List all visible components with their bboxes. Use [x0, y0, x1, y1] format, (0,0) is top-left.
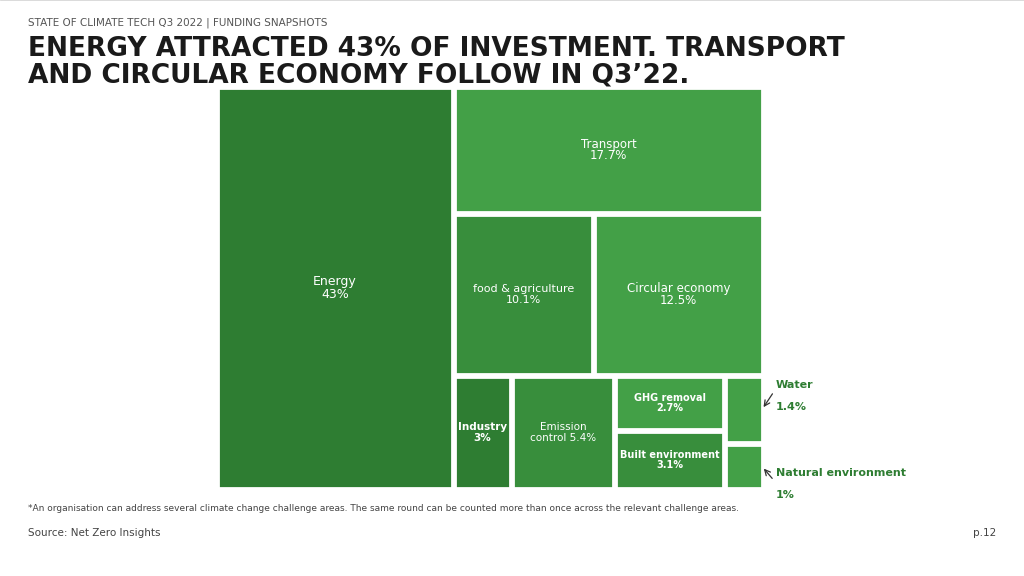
Text: control 5.4%: control 5.4% — [530, 433, 596, 443]
Bar — [726, 377, 762, 442]
Text: Circular economy: Circular economy — [627, 282, 730, 295]
Text: Natural environment: Natural environment — [776, 468, 906, 479]
Bar — [616, 377, 723, 429]
Text: STATE OF CLIMATE TECH Q3 2022 | FUNDING SNAPSHOTS: STATE OF CLIMATE TECH Q3 2022 | FUNDING … — [28, 18, 328, 28]
Text: 2.7%: 2.7% — [656, 403, 683, 413]
Bar — [616, 432, 723, 488]
Text: 1.4%: 1.4% — [776, 401, 807, 411]
Text: food & agriculture: food & agriculture — [473, 284, 574, 294]
Text: Source: Net Zero Insights: Source: Net Zero Insights — [28, 528, 161, 538]
Bar — [455, 88, 762, 212]
Text: ENERGY ATTRACTED 43% OF INVESTMENT. TRANSPORT: ENERGY ATTRACTED 43% OF INVESTMENT. TRAN… — [28, 36, 845, 62]
Text: 3%: 3% — [474, 433, 492, 443]
Bar — [726, 445, 762, 488]
Bar — [513, 377, 613, 488]
Text: Built environment: Built environment — [620, 450, 719, 460]
Text: 10.1%: 10.1% — [506, 295, 541, 305]
Text: Transport: Transport — [581, 138, 636, 150]
Text: Industry: Industry — [458, 422, 507, 432]
Text: *An organisation can address several climate change challenge areas. The same ro: *An organisation can address several cli… — [28, 504, 739, 513]
Text: 3.1%: 3.1% — [656, 460, 683, 470]
Text: 1%: 1% — [776, 491, 795, 501]
Bar — [455, 377, 510, 488]
Bar — [218, 88, 452, 488]
Text: AND CIRCULAR ECONOMY FOLLOW IN Q3’22.: AND CIRCULAR ECONOMY FOLLOW IN Q3’22. — [28, 62, 689, 88]
Bar — [595, 215, 762, 374]
Text: 43%: 43% — [322, 288, 349, 301]
Text: GHG removal: GHG removal — [634, 393, 706, 403]
Text: Emission: Emission — [540, 422, 587, 432]
Text: Energy: Energy — [313, 275, 357, 288]
Text: Water: Water — [776, 380, 814, 389]
Text: 17.7%: 17.7% — [590, 149, 627, 162]
Text: 12.5%: 12.5% — [659, 294, 697, 307]
Text: p.12: p.12 — [973, 528, 996, 538]
Bar — [455, 215, 592, 374]
